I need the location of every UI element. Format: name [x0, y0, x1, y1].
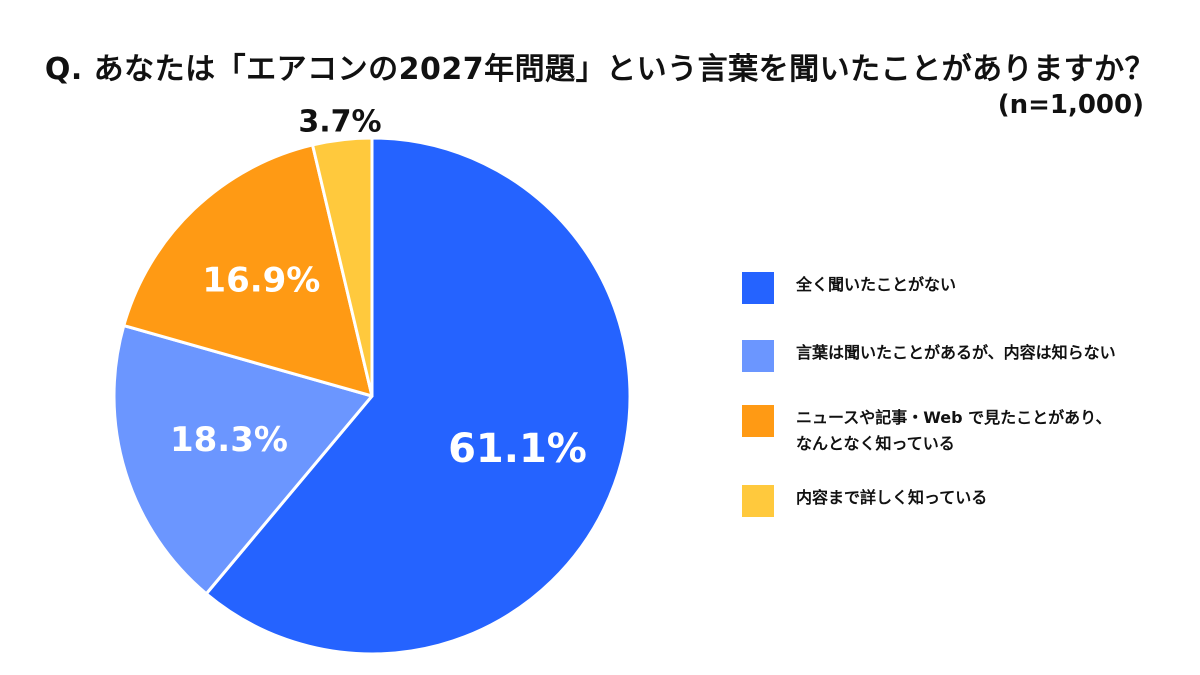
slice-value-label-4: 3.7%	[298, 104, 381, 139]
pie-slice-4	[311, 136, 374, 398]
legend-item-3: ニュースや記事・Web で見たことがあり、 なんとなく知っている	[742, 405, 1166, 457]
sample-size: (n=1,000)	[997, 90, 1144, 120]
slice-value-label-1: 61.1%	[448, 426, 587, 472]
legend-swatch-2	[742, 340, 774, 372]
pie-slice-2	[112, 324, 374, 596]
slice-value-label-2: 18.3%	[170, 420, 288, 460]
legend-label-2: 言葉は聞いたことがあるが、内容は知らない	[796, 343, 1116, 362]
pie-slice-1	[204, 136, 632, 656]
legend-item-4: 内容まで詳しく知っている	[742, 485, 1166, 517]
slice-value-label-3: 16.9%	[202, 260, 320, 300]
legend-item-2: 言葉は聞いたことがあるが、内容は知らない	[742, 340, 1166, 372]
legend-swatch-1	[742, 272, 774, 304]
chart-title: Q. あなたは「エアコンの2027年問題」という言葉を聞いたことがありますか？	[44, 52, 1156, 87]
legend-item-1: 全く聞いたことがない	[742, 272, 1166, 304]
legend-swatch-4	[742, 485, 774, 517]
legend-label-1: 全く聞いたことがない	[796, 275, 957, 294]
legend-swatch-3	[742, 405, 774, 437]
legend-label-3: ニュースや記事・Web で見たことがあり、 なんとなく知っている	[796, 408, 1112, 453]
pie-slice-3	[122, 143, 374, 398]
legend-label-4: 内容まで詳しく知っている	[796, 488, 988, 507]
